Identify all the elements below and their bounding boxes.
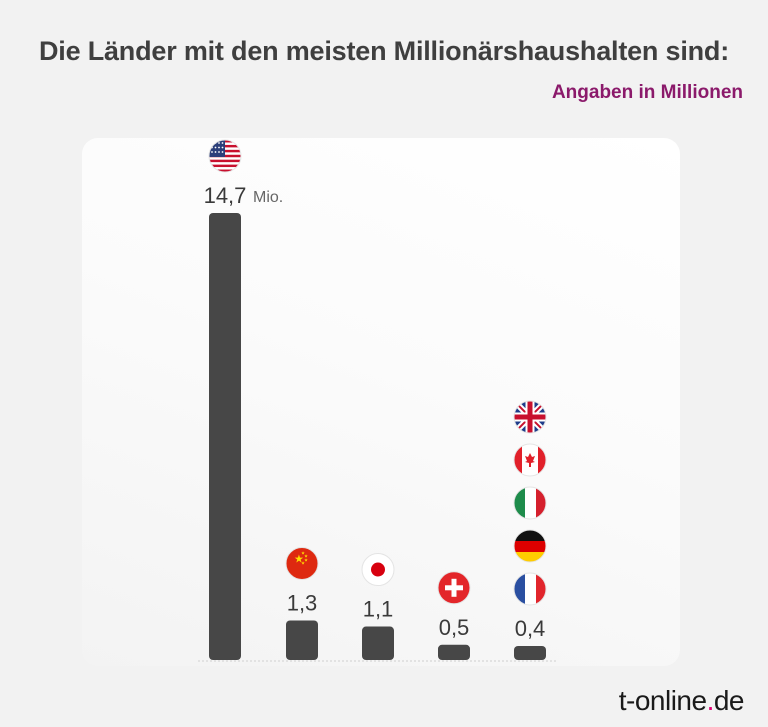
value-label-3: 0,5 (439, 615, 470, 640)
value-label-0: 14,7 (204, 183, 247, 208)
value-label-2: 1,1 (363, 597, 394, 622)
gb-flag-icon (513, 400, 547, 434)
svg-text:★: ★ (294, 552, 304, 565)
it-flag-icon (513, 486, 547, 520)
chart-subtitle: Angaben in Millionen (551, 82, 743, 103)
fr-flag-icon (513, 572, 547, 606)
value-label-1: 1,3 (287, 590, 318, 615)
svg-text:★: ★ (301, 550, 305, 556)
bar-2 (362, 626, 394, 660)
de-flag-icon (513, 529, 547, 563)
svg-text:★: ★ (301, 560, 305, 566)
ca-flag-icon (513, 443, 547, 477)
bar-4 (514, 646, 546, 660)
bar-0 (209, 213, 241, 660)
jp-flag-icon (361, 553, 395, 587)
unit-label: Mio. (253, 189, 283, 206)
value-label-4: 0,4 (515, 616, 546, 641)
cn-flag-icon: ★★★★★ (285, 546, 319, 580)
bar-1 (286, 620, 318, 660)
svg-text:★: ★ (304, 553, 308, 559)
svg-text:★: ★ (304, 557, 308, 563)
brand-logo: t-online.de (618, 685, 745, 716)
bar-3 (438, 644, 470, 660)
us-flag-icon (208, 139, 242, 173)
chart-title: Die Länder mit den meisten Millionärshau… (38, 36, 730, 66)
ch-flag-icon (437, 571, 471, 605)
